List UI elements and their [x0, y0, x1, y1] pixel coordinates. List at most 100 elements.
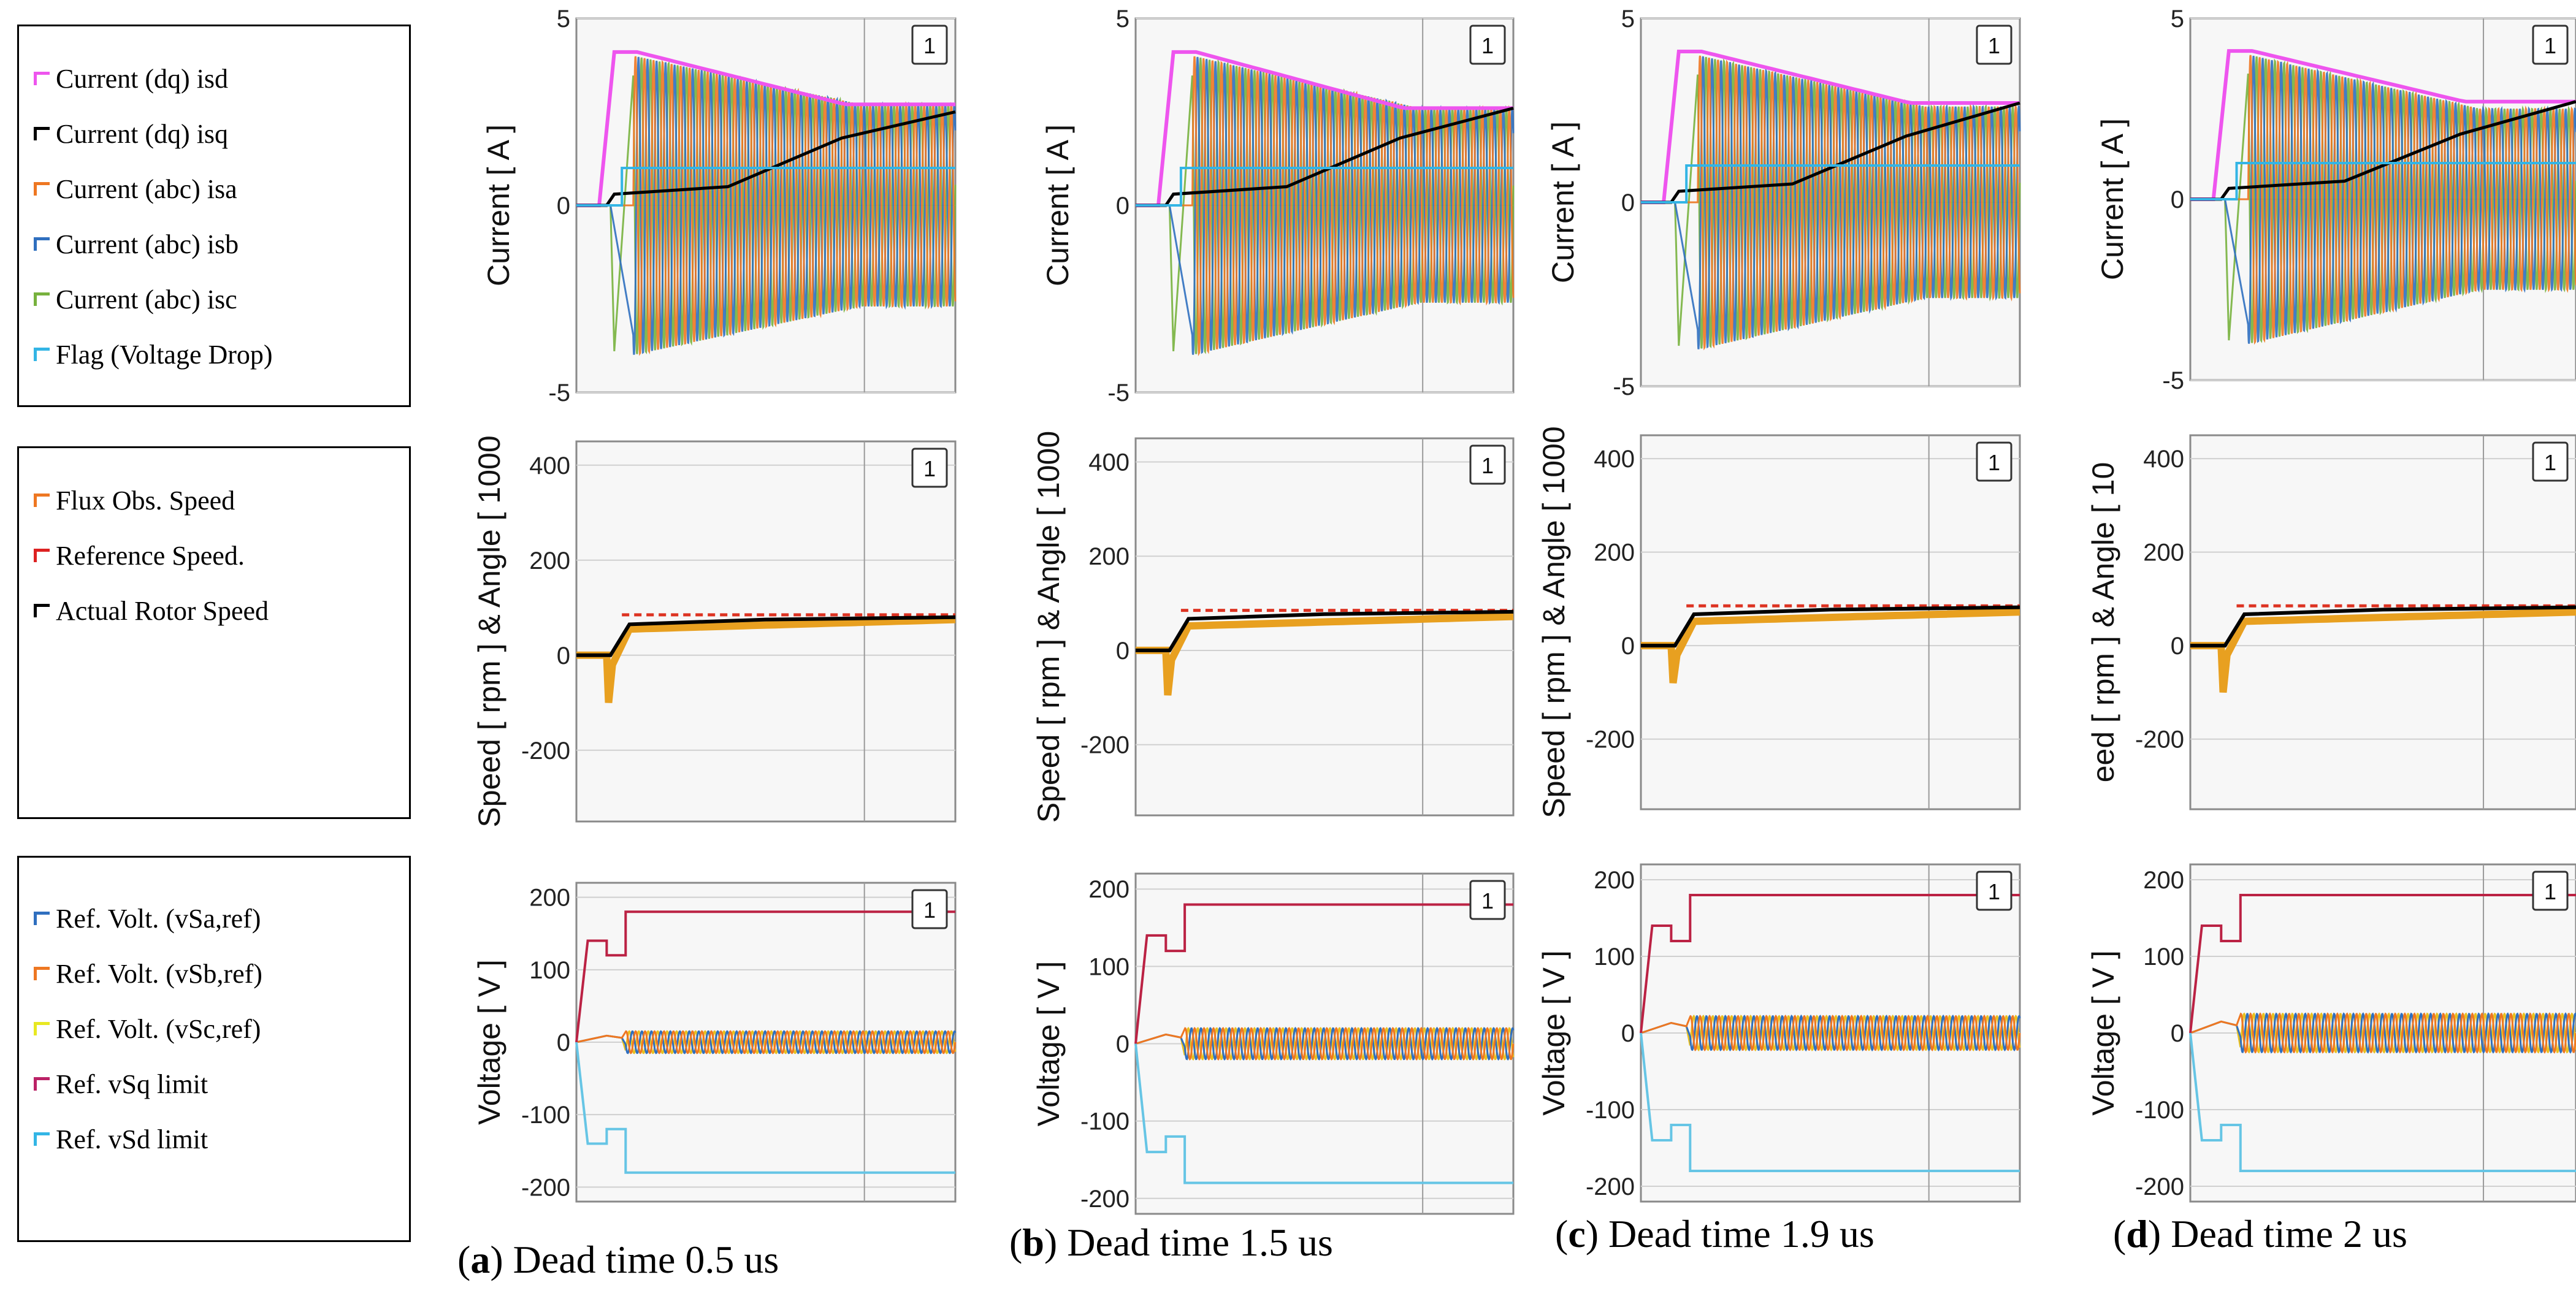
series-line-vsd-limit: [1134, 1043, 1513, 1184]
series-line-phase-current: [1136, 56, 1515, 357]
y-tick-label: -5: [548, 379, 570, 406]
legend-entry: Ref. vSq limit: [34, 1069, 208, 1100]
series-line-phase-voltage: [1640, 1014, 2021, 1052]
y-axis-label: Voltage [ V ]: [2086, 950, 2120, 1116]
legend-entry: Current (abc) isb: [34, 229, 239, 260]
y-tick-label: 400: [1088, 449, 1129, 476]
y-axis-label: Current [ A ]: [1041, 124, 1075, 286]
y-tick-label: 0: [557, 1029, 570, 1056]
y-tick-label: 0: [1116, 192, 1129, 219]
series-line-vsq-limit: [2189, 894, 2576, 1034]
legend-marker: [34, 549, 50, 562]
plot-badge: [911, 25, 948, 65]
y-axis-label: Voltage [ V ]: [1031, 961, 1066, 1127]
legend-entry: Ref. Volt. (vSb,ref): [34, 958, 262, 989]
y-tick-label: 200: [529, 547, 570, 574]
series-line-phase-current: [1641, 55, 2021, 351]
y-tick-label: 5: [557, 6, 570, 32]
y-tick-label: 0: [1621, 1020, 1635, 1047]
chart-a-voltage: 200 100 0 -100 -200 Voltage [ V ] 1: [472, 882, 957, 1203]
y-tick-label: 0: [1621, 189, 1635, 216]
series-line-vsd-limit: [575, 1042, 955, 1174]
y-tick-label: 0: [2171, 1020, 2184, 1047]
plot-badge-label: 1: [1988, 33, 2000, 58]
y-tick-label: -100: [2135, 1097, 2184, 1124]
series-line-rotor-speed: [1136, 609, 1514, 652]
series-line-rotor-speed: [576, 615, 956, 657]
y-tick-label: 200: [2143, 867, 2184, 894]
plot-badge-label: 1: [923, 898, 936, 923]
legend-voltage: Ref. Volt. (vSa,ref) Ref. Volt. (vSb,ref…: [17, 856, 411, 1242]
series-line-phase-voltage: [576, 1030, 957, 1054]
plot-badge-label: 1: [2544, 33, 2556, 58]
plot-badge: [2532, 871, 2569, 911]
series-line-flux-speed: [1136, 612, 1514, 696]
plot-badge: [1469, 444, 1506, 485]
legend-entry: Flag (Voltage Drop): [34, 339, 273, 370]
series-line-flag: [576, 167, 955, 207]
legend-current: Current (dq) isd Current (dq) isq Curren…: [17, 25, 411, 407]
y-axis-label: Current [ A ]: [2095, 118, 2130, 280]
plot-badge-label: 1: [1988, 879, 2000, 904]
plot-badge: [1976, 871, 2012, 911]
series-line-vsq-limit: [575, 910, 955, 1043]
y-tick-label: 0: [2171, 633, 2184, 660]
legend-entry: Current (abc) isc: [34, 284, 237, 315]
chart-b-current: 5 0 -5 Current [ A ] 1: [1041, 6, 1515, 406]
y-tick-label: 5: [1116, 6, 1129, 32]
legend-marker: [34, 127, 50, 140]
y-tick-label: 0: [557, 642, 570, 669]
series-line-flag: [2190, 162, 2576, 200]
caption-c: (c) Dead time 1.9 us: [1555, 1212, 1875, 1256]
legend-marker: [34, 72, 50, 85]
series-line-isd: [1136, 50, 1513, 207]
y-axis-label: eed [ rpm ] & Angle [ 10: [2086, 462, 2120, 783]
series-line-vsd-limit: [1640, 1032, 2020, 1172]
series-line-isd: [2190, 49, 2576, 201]
series-line-flag: [1136, 167, 1513, 207]
plot-badge-label: 1: [2544, 879, 2556, 904]
y-tick-label: -5: [2162, 367, 2184, 394]
y-tick-label: -5: [1107, 379, 1129, 406]
y-tick-label: 0: [1116, 1031, 1129, 1058]
plot-badge-label: 1: [1481, 453, 1494, 478]
plot-badge: [1976, 441, 2012, 482]
legend-marker: [34, 1077, 50, 1091]
y-tick-label: 100: [529, 957, 570, 984]
legend-entry: Reference Speed.: [34, 540, 245, 571]
series-line-vsd-limit: [2189, 1032, 2576, 1172]
y-axis-label: Current [ A ]: [481, 124, 516, 286]
legend-entry: Current (dq) isq: [34, 118, 228, 150]
y-tick-label: 5: [1621, 6, 1635, 32]
series-line-phase-current: [576, 56, 957, 356]
y-tick-label: -200: [1080, 1186, 1129, 1213]
chart-d-voltage: 200 100 0 -100 -200 Voltage [ V ] 1: [2086, 863, 2576, 1203]
chart-c-speed: 400 200 0 -200 Speed [ rpm ] & Angle [ 1000 1: [1537, 426, 2021, 818]
caption-a: (a) Dead time 0.5 us: [457, 1238, 779, 1281]
series-line-rotor-speed: [2190, 605, 2576, 648]
y-tick-label: -200: [521, 1174, 570, 1201]
plot-badge-label: 1: [1481, 888, 1494, 913]
y-tick-label: 0: [1116, 638, 1129, 665]
y-tick-label: 200: [1594, 867, 1635, 894]
plot-badge: [911, 448, 948, 488]
chart-c-voltage: 200 100 0 -100 -200 Voltage [ V ] 1: [1537, 863, 2021, 1203]
y-tick-label: 0: [2171, 186, 2184, 213]
y-tick-label: -100: [1586, 1097, 1635, 1124]
plot-badge-label: 1: [923, 33, 936, 58]
y-tick-label: -200: [1080, 732, 1129, 759]
plot-badge-label: 1: [2544, 450, 2556, 475]
chart-a-current: 5 0 -5 Current [ A ] 1: [481, 6, 957, 406]
y-tick-label: 400: [2143, 446, 2184, 473]
plot-badge-label: 1: [923, 456, 936, 481]
chart-d-current: 5 0 -5 Current [ A ] 1: [2095, 6, 2576, 394]
y-tick-label: 200: [2143, 539, 2184, 566]
plot-badge: [1469, 25, 1506, 65]
series-line-phase-current: [2190, 55, 2576, 345]
series-line-phase-voltage: [2190, 1012, 2576, 1054]
series-line-isd: [1641, 50, 2020, 204]
y-axis-label: Speed [ rpm ] & Angle [ 1000: [1537, 426, 1571, 818]
plot-badge: [2532, 25, 2569, 65]
y-tick-label: 0: [557, 192, 570, 219]
y-axis-label: Current [ A ]: [1546, 121, 1580, 283]
